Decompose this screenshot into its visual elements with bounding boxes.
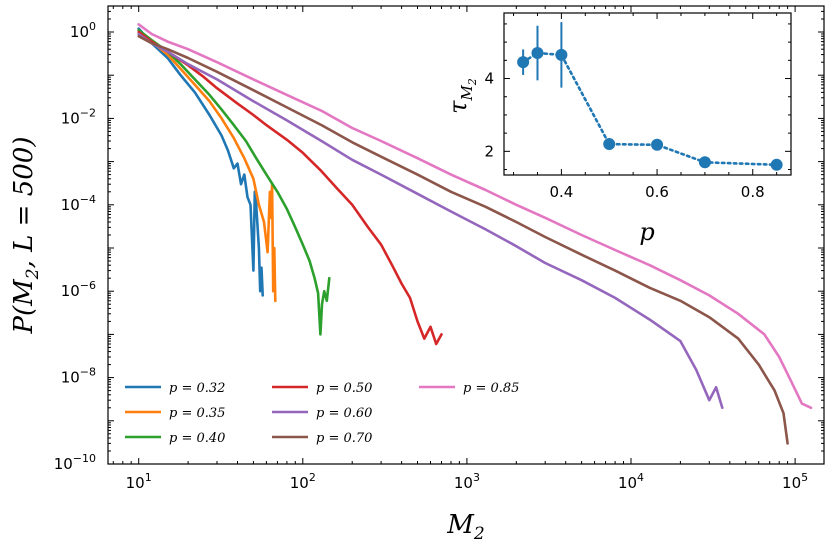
y-axis-label: P(M2, L = 500) (9, 137, 43, 335)
inset-data-point (517, 56, 530, 69)
x-tick-label: 102 (290, 471, 316, 492)
inset-background (504, 13, 791, 175)
series-line-p-0-85 (137, 23, 813, 410)
inset-chart: 0.4 0.6 0.8 2 4 p τM2 (444, 12, 792, 246)
inset-y-tick-label: 2 (484, 142, 494, 160)
x-tick-label: 103 (454, 471, 480, 492)
series-line-p-0-32 (137, 27, 264, 297)
y-tick-label: 10−6 (61, 279, 96, 300)
legend-label-p-0-50: p = 0.50 (316, 381, 372, 396)
legend-label-p-0-70: p = 0.70 (316, 431, 372, 446)
inset-data-point (770, 158, 783, 171)
inset-x-tick-label: 0.8 (741, 183, 765, 201)
inset-y-tick-label: 4 (484, 70, 494, 88)
x-tick-label: 101 (126, 471, 152, 492)
y-tick-label: 10−10 (54, 452, 96, 473)
inset-x-axis-label: p (639, 218, 654, 246)
legend-label-p-0-85: p = 0.85 (463, 381, 519, 396)
inset-x-tick-label: 0.6 (645, 183, 669, 201)
legend-label-p-0-32: p = 0.32 (169, 381, 225, 396)
y-tick-label: 100 (70, 20, 96, 41)
legend-label-p-0-40: p = 0.40 (169, 431, 225, 446)
y-tick-label: 10−2 (61, 106, 96, 127)
inset-data-point (531, 47, 544, 60)
inset-x-tick-label: 0.4 (549, 183, 573, 201)
inset-plot-frame (503, 12, 792, 176)
series-line-p-0-40 (137, 28, 331, 336)
inset-y-axis-label: τM2 (444, 78, 479, 114)
inset-data-point (555, 48, 568, 61)
series-line-p-0-70 (137, 34, 789, 445)
x-axis-label: M2 (446, 510, 484, 543)
y-tick-label: 10−4 (61, 193, 96, 214)
inset-data-point (651, 138, 664, 151)
x-tick-label: 105 (782, 471, 808, 492)
series-line-p-0-50 (137, 30, 443, 346)
legend-label-p-0-35: p = 0.35 (169, 406, 225, 421)
inset-data-point (603, 138, 616, 151)
x-tick-label: 104 (618, 471, 644, 492)
legend: p = 0.32 p = 0.35 p = 0.40 p = 0.50 p = 0.60… (125, 381, 519, 446)
y-tick-label: 10−8 (61, 366, 96, 387)
legend-label-p-0-60: p = 0.60 (316, 406, 372, 421)
series-line-p-0-60 (137, 32, 724, 410)
inset-data-point (698, 156, 711, 169)
